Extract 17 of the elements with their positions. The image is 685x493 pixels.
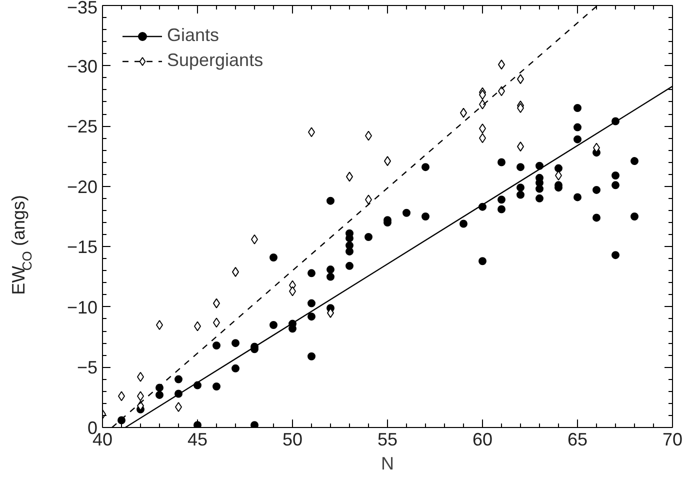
y-tick-label: −35 — [66, 0, 98, 18]
x-tick-label: 60 — [472, 430, 493, 450]
y-tick-label: −5 — [76, 358, 98, 378]
y-tick-label: −10 — [66, 297, 98, 318]
x-tick-label: 65 — [567, 430, 588, 450]
x-tick-label: 45 — [187, 430, 208, 450]
x-tick-label: 55 — [377, 430, 398, 450]
x-axis-title: N — [381, 454, 394, 474]
x-tick-label: 50 — [282, 430, 303, 450]
y-tick-label: −30 — [66, 56, 98, 76]
y-tick-label: −20 — [66, 176, 98, 197]
legend-label: Giants — [167, 25, 220, 46]
y-tick-label: −25 — [66, 116, 98, 137]
x-tick-label: 70 — [662, 430, 683, 450]
legend-label: Supergiants — [167, 50, 264, 71]
y-axis-title: EWCO (angs) — [8, 195, 34, 295]
y-tick-label: −15 — [66, 237, 98, 258]
